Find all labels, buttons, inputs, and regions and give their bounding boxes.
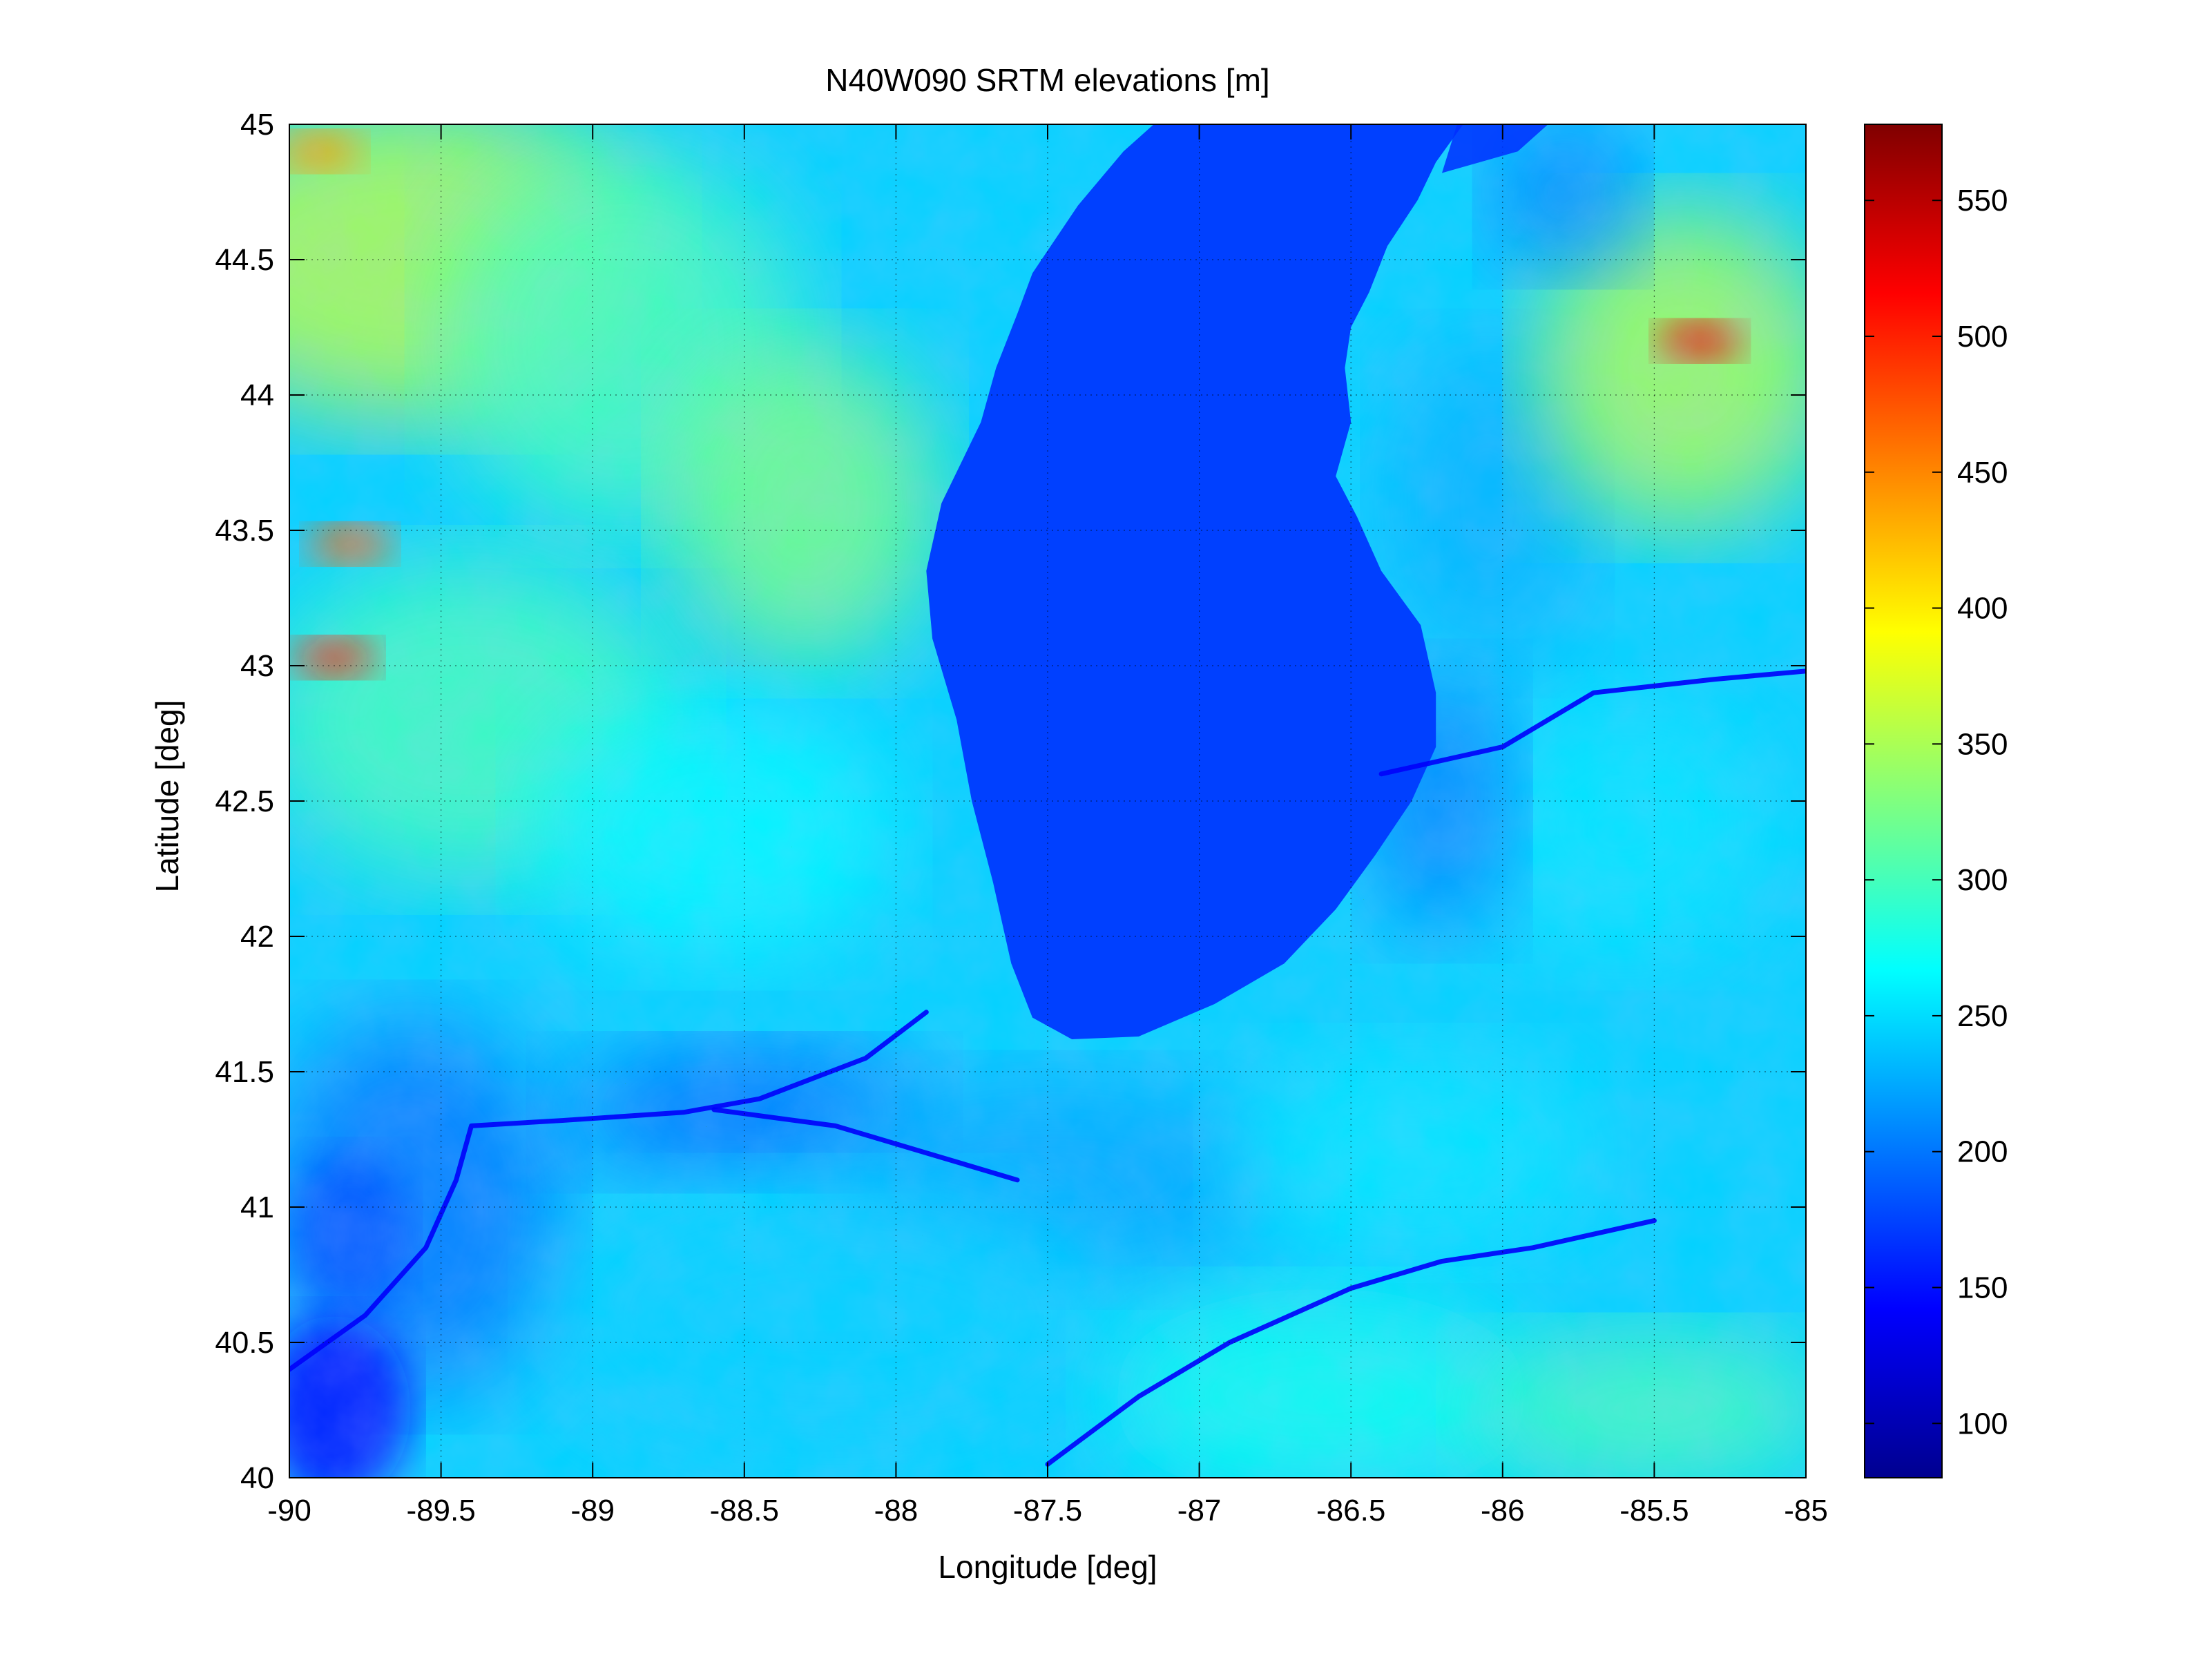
x-tick-label: -86 [1481, 1494, 1525, 1527]
x-tick-label: -90 [267, 1494, 311, 1527]
x-tick-label: -87.5 [1013, 1494, 1082, 1527]
colorbar-tick-label: 450 [1957, 456, 2008, 490]
x-tick-label: -89.5 [406, 1494, 475, 1527]
lake-michigan [926, 124, 1463, 1039]
y-axis-label: Latitude [deg] [149, 700, 185, 893]
x-tick-label: -88.5 [710, 1494, 779, 1527]
y-axis-ticks: 40 40.5 41 41.5 42 42.5 43 43.5 44 44.5 45 [215, 108, 1806, 1495]
x-tick-label: -87 [1177, 1494, 1222, 1527]
river-valley [289, 1010, 929, 1372]
y-tick-label: 44 [240, 378, 274, 412]
y-tick-label: 45 [240, 108, 274, 142]
river-valley [1045, 1218, 1657, 1467]
lake-michigan-north-arm [1441, 124, 1548, 173]
colorbar-frame [1864, 124, 1943, 1478]
colorbar-tick-label: 350 [1957, 727, 2008, 761]
colorbar-ticks: 100 150 200 250 300 350 400 450 500 550 [1865, 184, 2008, 1440]
river-valleys [289, 668, 1806, 1467]
y-tick-label: 43.5 [215, 514, 274, 548]
y-tick-label: 41 [240, 1191, 274, 1224]
colorbar-tick-label: 100 [1957, 1407, 2008, 1440]
y-tick-label: 41.5 [215, 1055, 274, 1089]
grid-lines [289, 124, 1806, 1478]
y-tick-label: 40 [240, 1461, 274, 1495]
x-tick-label: -89 [570, 1494, 615, 1527]
x-axis-label: Longitude [deg] [938, 1549, 1157, 1585]
colorbar-tick-label: 500 [1957, 320, 2008, 354]
river-valley [1378, 668, 1806, 777]
plot-area [289, 124, 1806, 1478]
x-tick-label: -88 [874, 1494, 919, 1527]
x-tick-label: -85 [1784, 1494, 1828, 1527]
colorbar-tick-label: 200 [1957, 1135, 2008, 1169]
x-tick-label: -85.5 [1619, 1494, 1689, 1527]
y-tick-label: 42 [240, 920, 274, 954]
y-tick-label: 43 [240, 649, 274, 683]
x-tick-label: -86.5 [1316, 1494, 1385, 1527]
colorbar: 100 150 200 250 300 350 400 450 500 550 [1864, 124, 2008, 1478]
river-valley [711, 1107, 1020, 1183]
x-axis-ticks: -90 -89.5 -89 -88.5 -88 -87.5 -87 -86.5 -86 -85.5… [267, 124, 1828, 1527]
y-tick-label: 42.5 [215, 784, 274, 818]
colorbar-scale [1865, 124, 1942, 1478]
colorbar-tick-label: 300 [1957, 863, 2008, 897]
colorbar-tick-label: 400 [1957, 592, 2008, 626]
chart-title: N40W090 SRTM elevations [m] [825, 62, 1269, 98]
y-tick-label: 44.5 [215, 243, 274, 277]
colorbar-tick-label: 250 [1957, 999, 2008, 1033]
colorbar-tick-label: 150 [1957, 1271, 2008, 1304]
colorbar-tick-label: 550 [1957, 184, 2008, 218]
y-tick-label: 40.5 [215, 1326, 274, 1360]
